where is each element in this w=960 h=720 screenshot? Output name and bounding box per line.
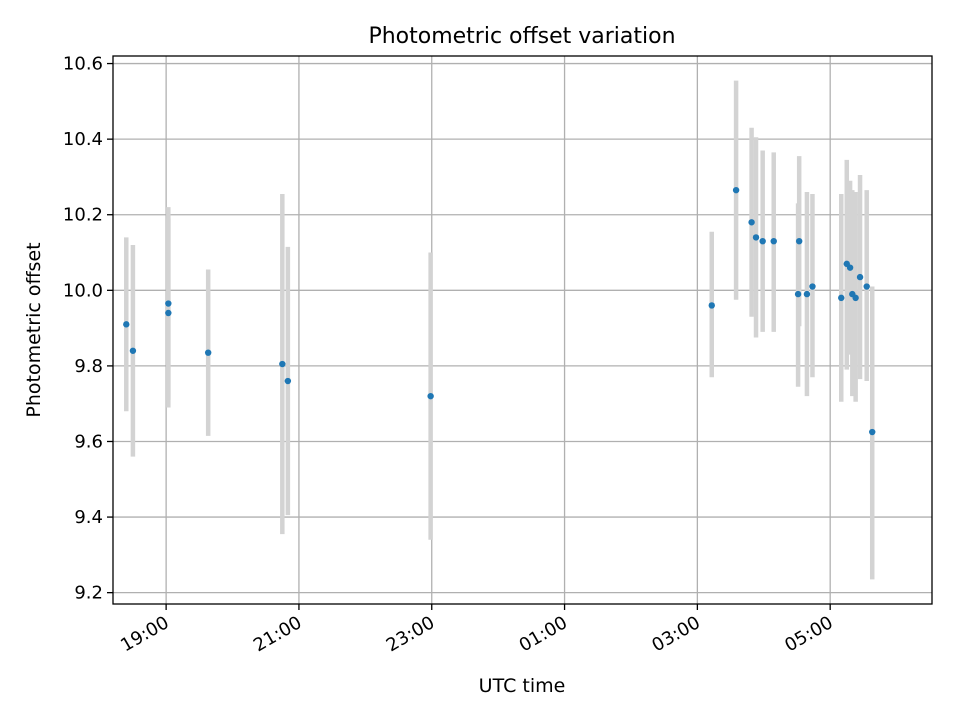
data-point <box>165 300 172 307</box>
data-point <box>759 237 766 245</box>
data-point <box>129 347 137 354</box>
y-axis: 9.2 9.4 9.6 9.8 10.0 10.2 10.4 10.6 <box>63 54 113 604</box>
data-point <box>770 237 777 245</box>
data-point <box>284 377 292 385</box>
data-point <box>856 273 864 281</box>
data-point <box>165 309 172 317</box>
y-tick-label: 9.4 <box>74 507 103 528</box>
data-point <box>846 264 854 271</box>
data-point <box>795 237 803 245</box>
data-point <box>809 283 816 290</box>
data-point <box>427 392 434 400</box>
plot-frame <box>112 55 933 605</box>
x-axis-label: UTC time <box>479 675 566 697</box>
y-tick-label: 10.2 <box>63 205 103 226</box>
data-point <box>732 186 740 194</box>
data-point <box>123 321 130 328</box>
chart-title: Photometric offset variation <box>368 24 675 49</box>
grid <box>113 56 932 604</box>
y-tick-label: 10.0 <box>63 280 103 301</box>
data-point <box>708 302 715 309</box>
data-point <box>279 360 286 368</box>
y-tick-label: 10.4 <box>63 129 103 150</box>
y-tick-label: 10.6 <box>63 54 103 75</box>
data-point <box>869 428 876 436</box>
data-point <box>794 290 802 298</box>
data-point <box>752 234 760 241</box>
data-point <box>852 294 859 302</box>
data-point <box>748 219 755 226</box>
data-point <box>803 290 811 298</box>
data-point <box>838 294 845 302</box>
data-point <box>204 349 212 356</box>
y-tick-label: 9.8 <box>74 356 103 377</box>
data-points <box>123 186 876 436</box>
data-point <box>863 283 870 290</box>
y-tick-label: 9.6 <box>74 431 103 452</box>
y-tick-label: 9.2 <box>74 583 103 604</box>
y-axis-label: Photometric offset <box>23 242 45 417</box>
